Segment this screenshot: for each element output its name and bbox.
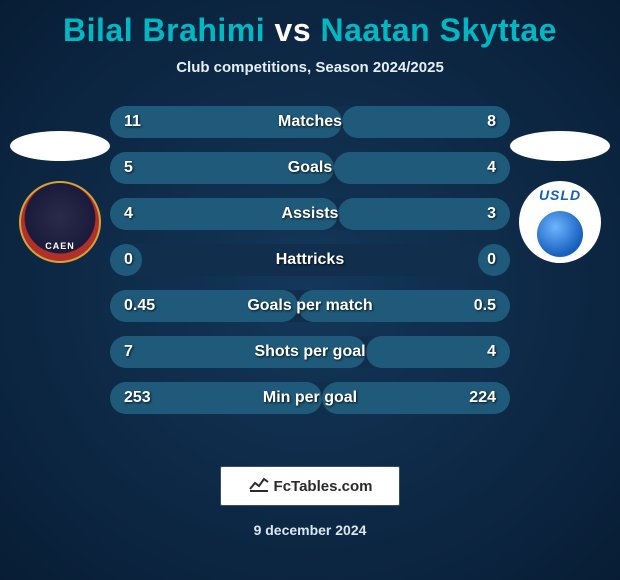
stat-label: Goals per match xyxy=(110,290,510,322)
stat-label: Matches xyxy=(110,106,510,138)
stat-label: Min per goal xyxy=(110,382,510,414)
fctables-badge: FcTables.com xyxy=(220,466,400,506)
fctables-brand-text: FcTables.com xyxy=(274,478,373,495)
stat-label: Goals xyxy=(110,152,510,184)
stat-row: 74Shots per goal xyxy=(110,336,510,368)
stat-row: 0.450.5Goals per match xyxy=(110,290,510,322)
stat-row: 43Assists xyxy=(110,198,510,230)
caen-crest-icon xyxy=(19,181,101,263)
usld-crest-icon xyxy=(519,181,601,263)
stat-row: 00Hattricks xyxy=(110,244,510,276)
season-subtitle: Club competitions, Season 2024/2025 xyxy=(0,59,620,76)
player2-avatar xyxy=(510,131,610,231)
comparison-title: Bilal Brahimi vs Naatan Skyttae xyxy=(0,0,620,49)
stat-label: Hattricks xyxy=(110,244,510,276)
comparison-date: 9 december 2024 xyxy=(0,522,620,538)
stat-row: 54Goals xyxy=(110,152,510,184)
player1-avatar xyxy=(10,131,110,231)
stat-label: Assists xyxy=(110,198,510,230)
player2-name: Naatan Skyttae xyxy=(321,12,557,48)
stat-row: 253224Min per goal xyxy=(110,382,510,414)
player1-name: Bilal Brahimi xyxy=(63,12,265,48)
vs-text: vs xyxy=(275,12,312,48)
comparison-content: 118Matches 54Goals 43Assists 00Hattricks 0.4… xyxy=(0,106,620,446)
stat-label: Shots per goal xyxy=(110,336,510,368)
player2-silhouette xyxy=(510,131,610,161)
stats-list: 118Matches 54Goals 43Assists 00Hattricks 0.4… xyxy=(110,106,510,428)
player1-silhouette xyxy=(10,131,110,161)
stat-row: 118Matches xyxy=(110,106,510,138)
fctables-logo-icon xyxy=(248,475,270,498)
